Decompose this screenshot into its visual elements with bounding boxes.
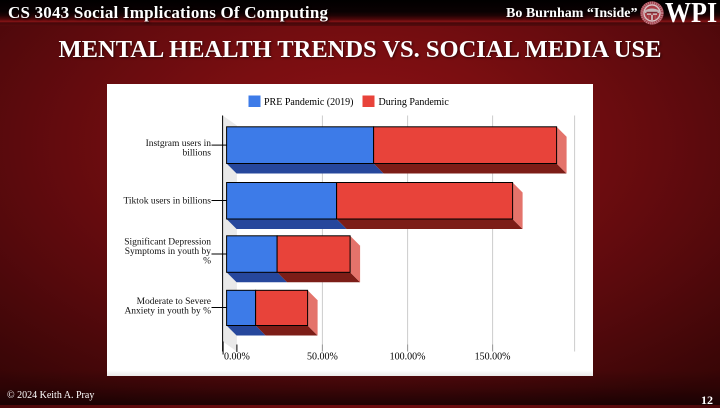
svg-text:Tiktok users in billions: Tiktok users in billions [123,197,211,207]
svg-text:0.00%: 0.00% [224,352,250,363]
svg-text:50.00%: 50.00% [307,352,338,363]
svg-text:Instgram users in: Instgram users in [146,139,212,149]
svg-text:Anxiety in youth by %: Anxiety in youth by % [124,307,211,317]
svg-text:billions: billions [182,149,211,159]
svg-text:150.00%: 150.00% [475,352,511,363]
svg-text:%: % [203,256,211,266]
svg-text:Moderate to Severe: Moderate to Severe [137,297,211,307]
svg-text:Symptoms in youth by: Symptoms in youth by [125,247,212,257]
svg-text:100.00%: 100.00% [390,352,426,363]
svg-text:During Pandemic: During Pandemic [379,97,450,108]
svg-text:PRE Pandemic (2019): PRE Pandemic (2019) [264,97,353,108]
svg-text:Significant Depression: Significant Depression [124,237,211,248]
